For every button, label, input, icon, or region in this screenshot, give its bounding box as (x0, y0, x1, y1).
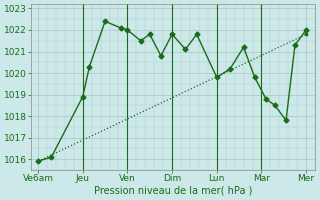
X-axis label: Pression niveau de la mer( hPa ): Pression niveau de la mer( hPa ) (94, 186, 252, 196)
